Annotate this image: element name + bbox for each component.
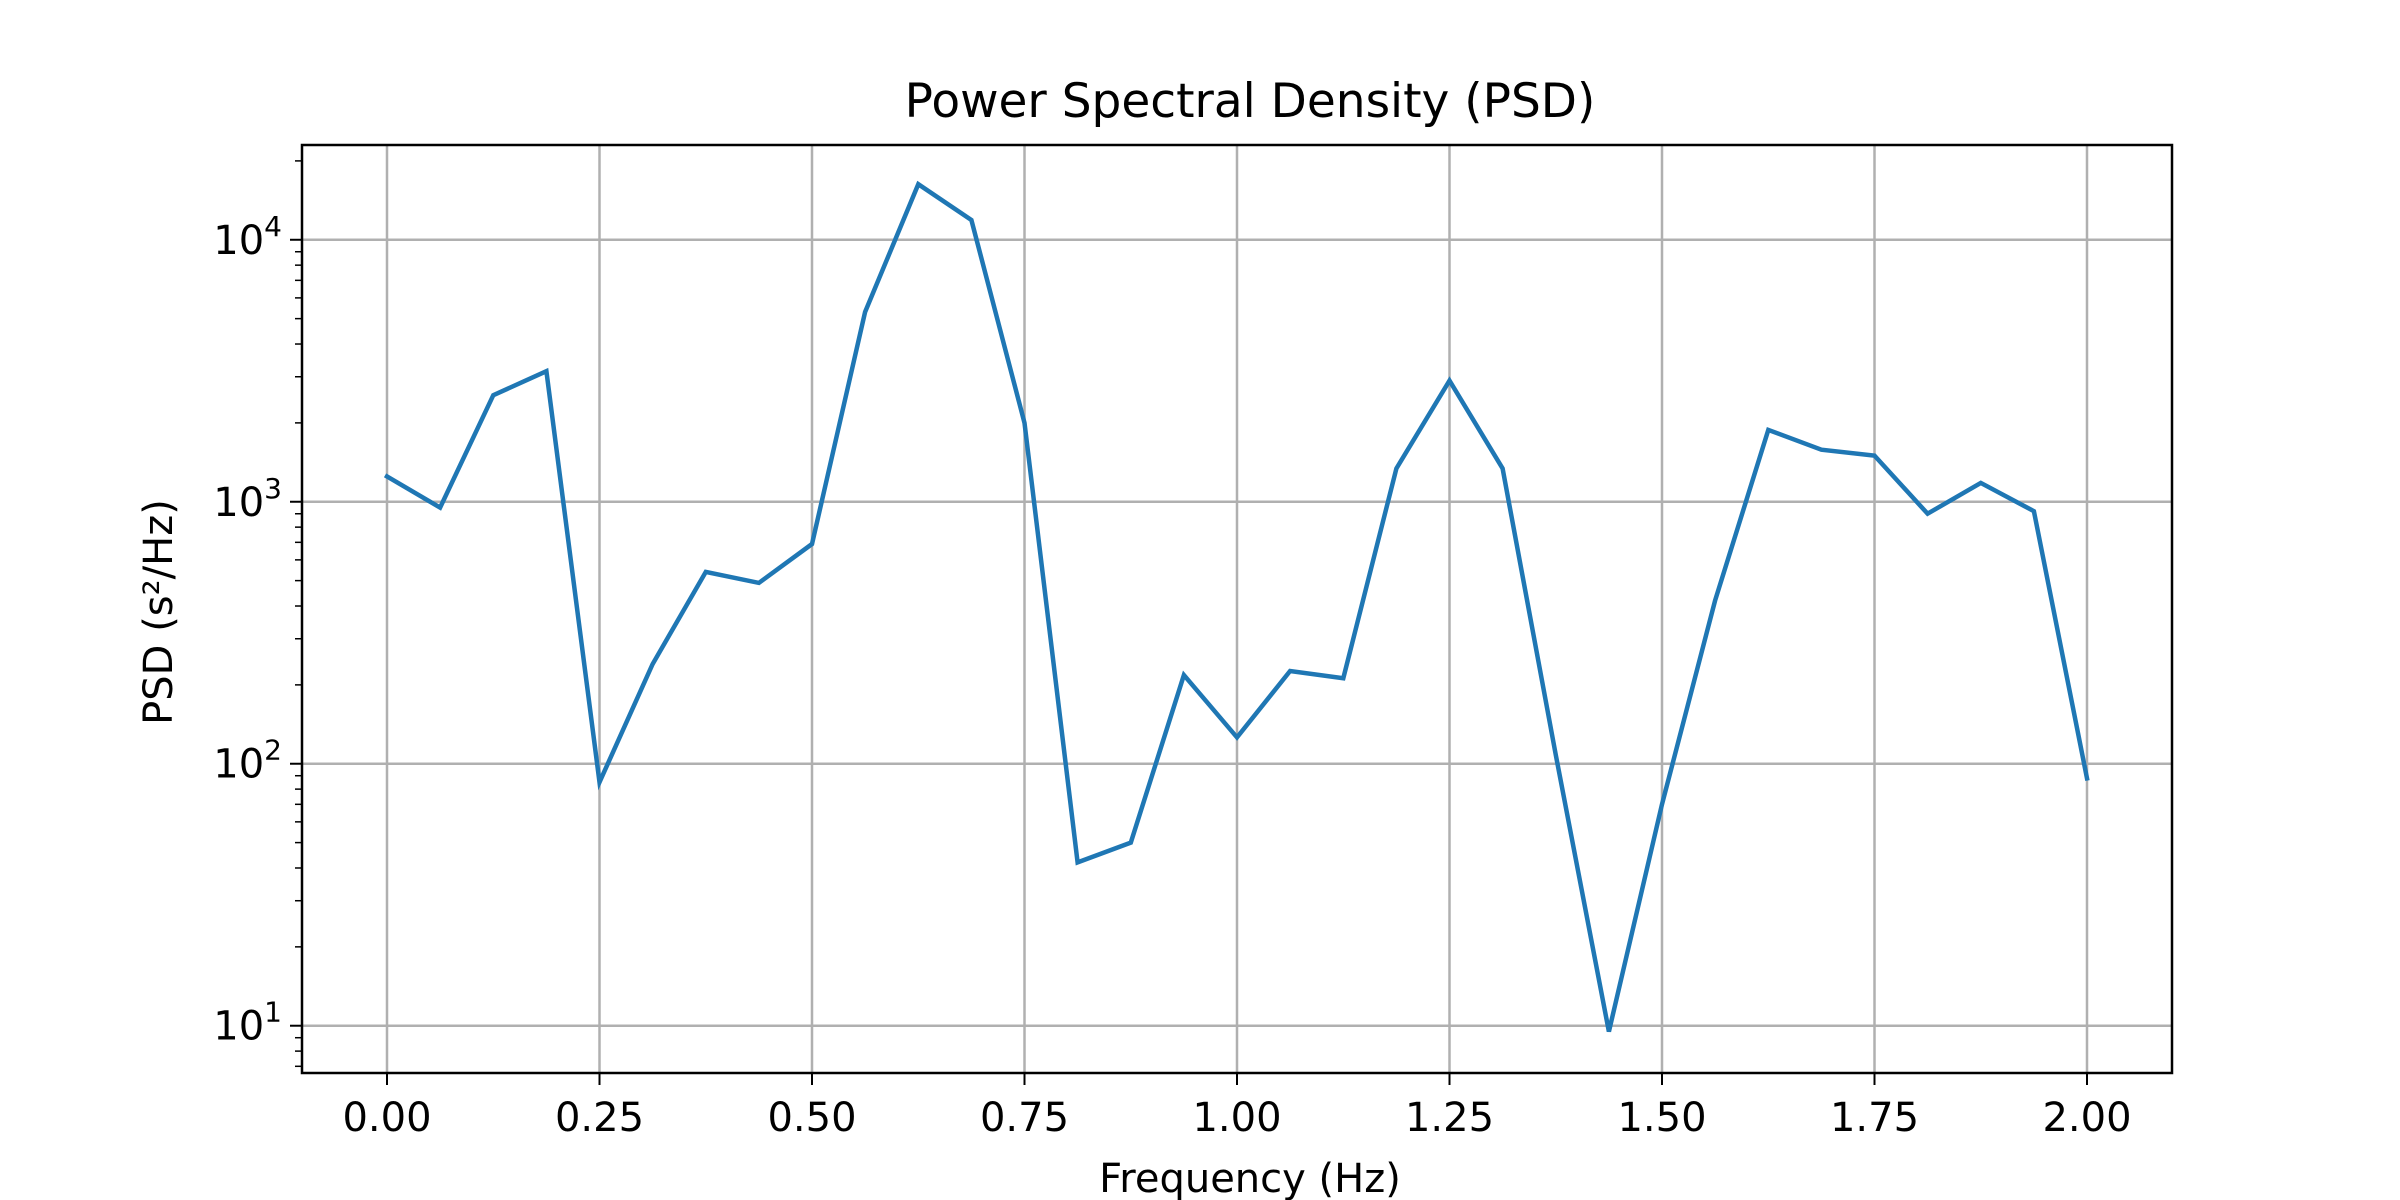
x-tick-label: 0.75 [980, 1095, 1069, 1141]
x-tick-label: 0.50 [767, 1095, 856, 1141]
y-tick-label: 104 [213, 210, 282, 264]
x-axis-label: Frequency (Hz) [1099, 1156, 1401, 1200]
x-tick-label: 0.00 [342, 1095, 431, 1141]
y-tick-label: 101 [213, 996, 282, 1050]
y-axis-label: PSD (s²/Hz) [136, 499, 182, 725]
chart-title: Power Spectral Density (PSD) [905, 74, 1596, 129]
x-tick-label: 1.25 [1405, 1095, 1494, 1141]
plot-area [383, 180, 2090, 1033]
x-tick-label: 1.50 [1617, 1095, 1706, 1141]
x-tick-label: 0.25 [555, 1095, 644, 1141]
axis-ticks: 0.00 0.25 0.50 0.75 1.00 1.25 1.50 1.75 2.00 101 1… [213, 160, 2132, 1141]
y-tick-label: 103 [213, 472, 282, 526]
x-tick-label: 1.00 [1192, 1095, 1281, 1141]
x-tick-label: 2.00 [2042, 1095, 2131, 1141]
psd-series-line [383, 180, 2090, 1033]
grid-lines [302, 145, 2172, 1073]
x-tick-label: 1.75 [1830, 1095, 1919, 1141]
y-tick-label: 102 [213, 734, 282, 788]
